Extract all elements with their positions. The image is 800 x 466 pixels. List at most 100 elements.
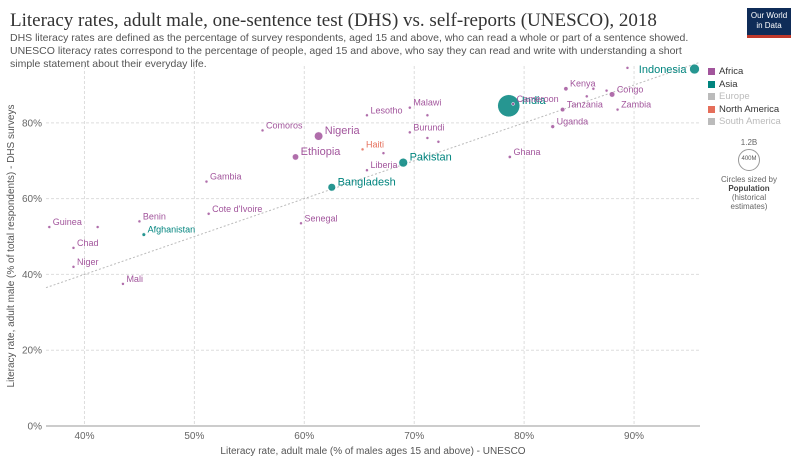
label-benin: Benin [143,211,166,221]
point-malawi [408,105,412,110]
label-bangladesh: Bangladesh [338,176,396,188]
label-comoros: Comoros [266,120,303,130]
point-comoros [260,128,265,133]
x-axis-label: Literacy rate, adult male (% of males ag… [220,446,525,457]
label-india: India [522,95,547,107]
point-pakistan [398,158,408,168]
point-india [497,94,521,118]
point-unlabeled [381,151,386,155]
y-axis-label: Literacy rate, adult male (% of total re… [6,105,17,388]
point-afghanistan [141,232,146,237]
label-cameroon: Cameroon [517,94,559,104]
point-mali [121,282,125,286]
label-ethiopia: Ethiopia [301,146,342,158]
size-note-1: Circles sized by [720,175,777,184]
point-lesotho [365,113,369,118]
point-gambia [204,179,209,184]
trend-line [45,61,701,289]
y-tick-label: 0% [28,422,43,433]
point-indonesia [689,63,700,75]
legend-item-asia[interactable]: Asia [708,79,781,92]
chart-title: Literacy rates, adult male, one-sentence… [10,10,657,31]
legend-label-africa: Africa [719,66,744,77]
label-lesotho: Lesotho [370,105,402,115]
point-liberia [365,168,369,172]
point-kenya [563,86,569,92]
y-tick-label: 60% [22,194,42,205]
label-kenya: Kenya [570,79,596,89]
data-points [47,63,700,286]
label-pakistan: Pakistan [410,152,452,164]
legend-item-europe[interactable]: Europe [708,91,781,104]
legend-item-africa[interactable]: Africa [708,66,781,79]
y-tick-label: 40% [22,270,42,281]
label-nigeria: Nigeria [325,125,361,137]
logo-accent-bar [747,35,791,38]
x-tick-label: 60% [294,431,314,442]
label-uganda: Uganda [557,117,589,127]
point-bangladesh [327,183,336,192]
legend-swatch-europe [708,93,715,100]
x-tick-label: 40% [74,431,94,442]
size-note-2: Population [728,184,770,193]
legend-swatch-north-america [708,105,715,113]
point-unlabeled [425,136,430,140]
label-zambia: Zambia [621,100,651,110]
legend-label-south-america: South America [719,116,781,127]
trend-line-path [45,61,701,289]
point-tanzania [560,107,566,113]
point-zambia [615,107,620,112]
label-senegal: Senegal [305,213,338,223]
point-guinea [47,225,52,229]
point-unlabeled [591,86,596,91]
point-unlabeled [436,140,441,144]
point-unlabeled [95,225,100,229]
point-chad [71,246,76,250]
point-niger [71,265,76,269]
label-gambia: Gambia [210,172,242,182]
label-indonesia: Indonesia [639,64,688,76]
legend-swatch-asia [708,80,715,88]
point-unlabeled [625,66,630,70]
logo-line-1: Our World [750,11,788,20]
point-haiti [360,147,365,152]
label-ghana: Ghana [513,147,540,157]
point-unlabeled [604,88,609,93]
point-cote-d-ivoire [206,212,211,216]
legend-label-europe: Europe [719,91,750,102]
y-tick-label: 20% [22,346,42,357]
legend-item-north-america[interactable]: North America [708,104,781,117]
point-labels: Indonesia India Kenya Congo Cameroon Tanzania… [53,64,688,284]
point-cameroon [511,102,515,106]
label-haiti: Haiti [366,139,384,149]
size-legend-small: 400M [741,156,757,162]
point-ghana [507,155,512,159]
region-legend: Africa Asia Europe North America South A… [708,66,781,129]
label-liberia: Liberia [370,160,397,170]
point-nigeria [314,131,324,141]
size-legend-circle: 400M [738,149,760,171]
point-senegal [299,221,303,226]
x-tick-label: 50% [184,431,204,442]
point-ethiopia [292,153,299,161]
label-guinea: Guinea [53,217,82,227]
logo-line-2: in Data [756,20,782,30]
label-burundi: Burundi [413,122,444,132]
legend-item-south-america[interactable]: South America [708,116,781,129]
point-unlabeled [425,113,430,118]
owid-logo[interactable]: Our World in Data [747,8,791,38]
legend-swatch-africa [708,68,715,75]
label-cote-d-ivoire: Cote d'Ivoire [212,204,262,214]
y-tick-label: 80% [22,118,42,129]
legend-label-north-america: North America [719,103,780,115]
label-tanzania: Tanzania [567,100,603,110]
legend-swatch-south-america [708,118,715,125]
label-afghanistan: Afghanistan [148,225,196,235]
grid-lines [46,66,700,427]
axes: 0% 20% 40% 60% 80% 40% 50% 60% 70% 80% 90% Literacy… [6,105,700,457]
x-tick-label: 80% [514,431,534,442]
x-tick-label: 70% [404,431,424,442]
label-mali: Mali [126,274,143,284]
point-unlabeled [585,94,589,99]
